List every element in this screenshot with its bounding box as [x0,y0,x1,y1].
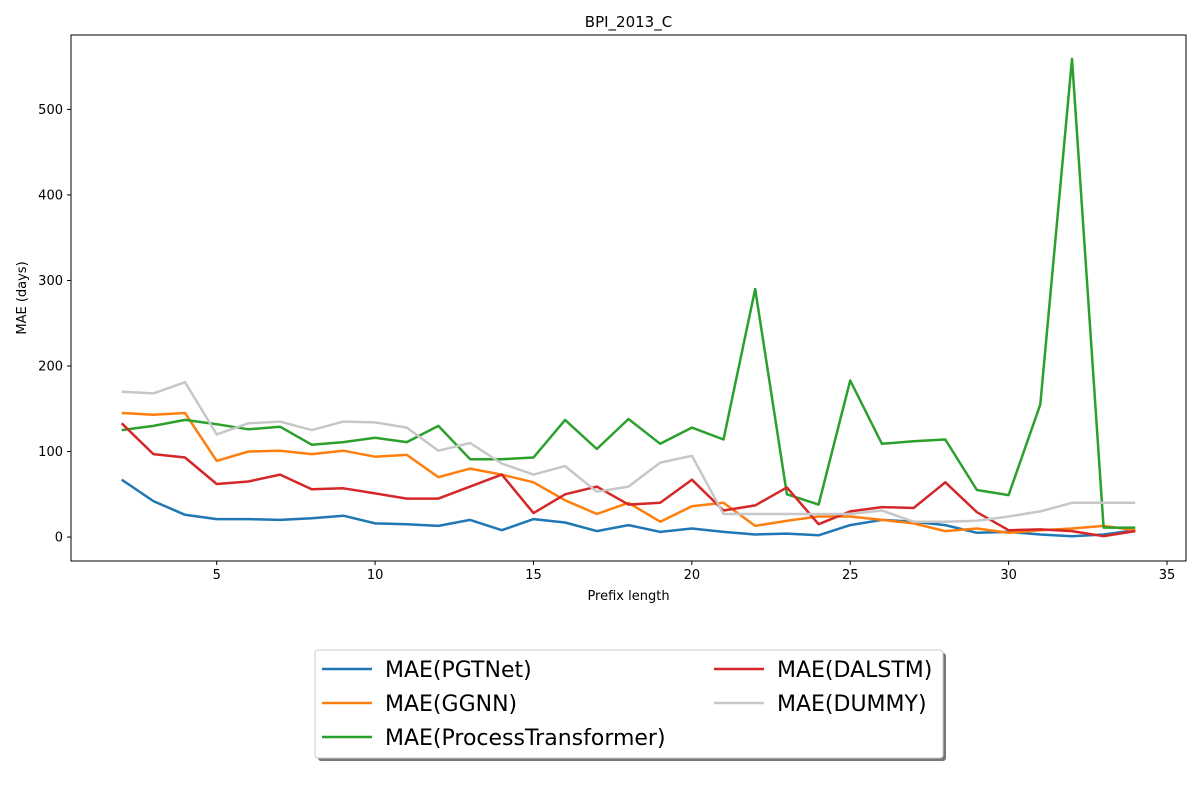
x-tick-label: 10 [367,568,384,583]
series-line-mae-dalstm [120,422,1136,538]
x-axis-ticks: 5 10 15 20 25 30 35 [213,561,1176,583]
legend-label-mae-dummy: MAE(DUMMY) [777,692,927,717]
legend-label-mae-dalstm: MAE(DALSTM) [777,658,932,683]
legend-items: MAE(PGTNet) MAE(GGNN) MAE(ProcessTransform… [322,658,932,751]
x-tick-label: 5 [213,568,221,583]
series-line-mae-pgtnet [121,478,1136,538]
legend: MAE(PGTNet) MAE(GGNN) MAE(ProcessTransform… [314,649,946,761]
y-tick-label: 400 [38,188,63,203]
legend-label-mae-ggnn: MAE(GGNN) [385,692,517,717]
plot-lines [120,57,1136,538]
series-line-mae-dummy [121,380,1136,523]
legend-label-mae-processtransformer: MAE(ProcessTransformer) [385,726,666,751]
y-tick-label: 200 [38,359,63,374]
x-tick-label: 20 [684,568,701,583]
y-tick-label: 100 [38,445,63,460]
y-tick-label: 500 [38,103,63,118]
series-line-mae-processtransformer [121,57,1136,529]
legend-label-mae-pgtnet: MAE(PGTNet) [385,658,532,683]
y-tick-label: 0 [55,531,63,546]
legend-box [314,649,944,759]
x-axis-title: Prefix length [587,589,669,604]
chart-title: BPI_2013_C [585,13,672,32]
y-axis-ticks: 0 100 200 300 400 500 [38,103,71,546]
x-tick-label: 25 [842,568,859,583]
series-line-mae-ggnn [121,411,1136,535]
x-tick-label: 15 [525,568,542,583]
plot-frame [70,34,1187,562]
x-tick-label: 35 [1159,568,1176,583]
y-axis-title: MAE (days) [15,261,30,334]
y-tick-label: 300 [38,274,63,289]
x-tick-label: 30 [1000,568,1017,583]
